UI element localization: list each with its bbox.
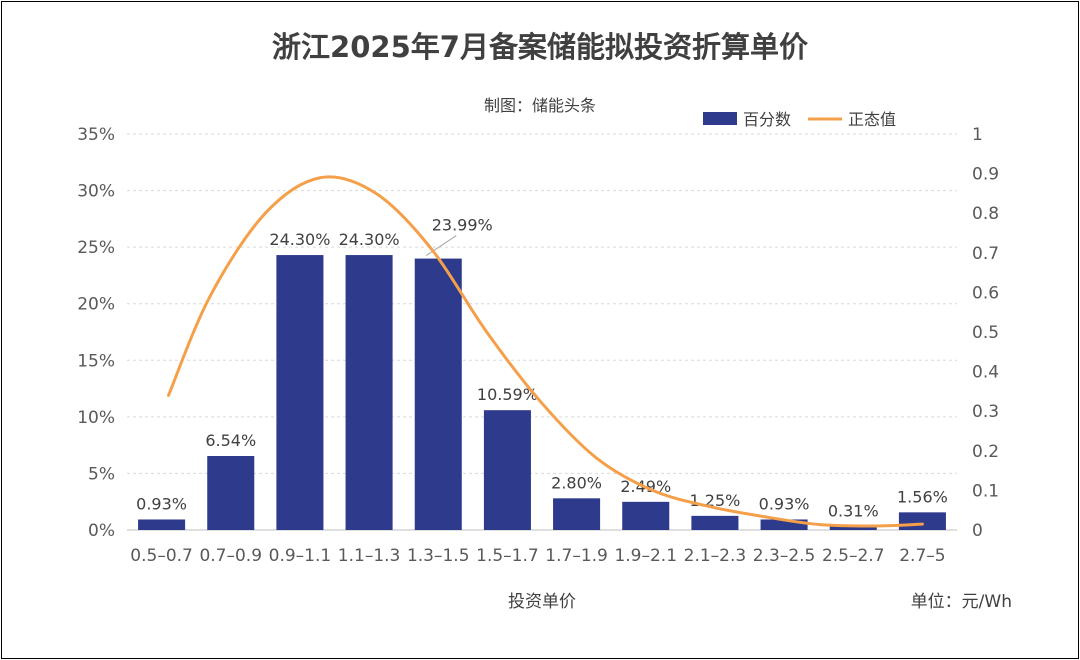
x-tick-label: 0.9–1.1	[269, 546, 332, 566]
bar	[483, 410, 531, 530]
x-tick-label: 0.5–0.7	[130, 546, 193, 566]
normal-curve-line	[167, 175, 924, 528]
x-tick-label: 2.7–5	[899, 546, 945, 566]
y-right-tick-label: 0.7	[972, 244, 999, 264]
y-right-tick-label: 0.2	[972, 442, 999, 462]
y-left-tick-label: 30%	[77, 182, 115, 202]
bar	[414, 258, 462, 530]
bar-data-label: 0.93%	[759, 494, 810, 513]
y-right-tick-label: 0.8	[972, 204, 999, 224]
y-right-tick-label: 0.4	[972, 363, 999, 383]
y-left-tick-label: 25%	[77, 238, 115, 258]
legend-label-line: 正态值	[848, 110, 896, 129]
x-tick-label: 1.5–1.7	[476, 546, 539, 566]
y-left-tick-label: 5%	[88, 464, 115, 484]
bar-data-label: 2.80%	[551, 473, 602, 492]
chart-title: 浙江2025年7月备案储能拟投资折算单价	[272, 30, 808, 64]
unit-label: 单位：元/Wh	[911, 592, 1012, 612]
bar-data-label: 6.54%	[205, 431, 256, 450]
bar-data-label: 0.93%	[136, 494, 187, 513]
bar	[760, 519, 808, 530]
y-left-tick-label: 35%	[77, 125, 115, 145]
bar-data-label: 10.59%	[477, 385, 538, 404]
y-right-tick-label: 0	[972, 521, 983, 541]
bar-data-label: 0.31%	[828, 501, 879, 520]
x-tick-label: 2.5–2.7	[822, 546, 885, 566]
bar	[276, 255, 324, 530]
bar	[553, 498, 601, 530]
x-tick-label: 0.7–0.9	[199, 546, 262, 566]
bar-data-label: 23.99%	[432, 216, 493, 235]
x-tick-label: 1.3–1.5	[407, 546, 470, 566]
bar	[138, 519, 186, 530]
x-tick-label: 2.3–2.5	[753, 546, 816, 566]
y-right-tick-label: 0.1	[972, 481, 999, 501]
y-right-tick-label: 0.3	[972, 402, 999, 422]
bar-data-label: 24.30%	[339, 230, 400, 249]
x-tick-label: 2.1–2.3	[684, 546, 747, 566]
x-axis-title: 投资单价	[508, 592, 576, 612]
legend-swatch-bars	[703, 112, 737, 125]
y-right-tick-label: 0.6	[972, 283, 999, 303]
bar	[345, 255, 393, 530]
y-left-tick-label: 15%	[77, 351, 115, 371]
bar-data-label: 1.56%	[897, 487, 948, 506]
bar	[691, 515, 739, 530]
bar	[829, 526, 877, 530]
bar	[622, 501, 670, 530]
y-left-tick-label: 20%	[77, 295, 115, 315]
bar	[207, 456, 255, 530]
y-left-tick-label: 0%	[88, 521, 115, 541]
y-right-tick-label: 0.9	[972, 165, 999, 185]
legend-label-bars: 百分数	[743, 110, 791, 129]
label-leader-line	[425, 235, 457, 256]
x-tick-label: 1.1–1.3	[338, 546, 401, 566]
y-right-tick-label: 0.5	[972, 323, 999, 343]
chart-subtitle: 制图：储能头条	[483, 96, 596, 115]
y-right-tick-label: 1	[972, 125, 983, 145]
bar	[898, 512, 946, 530]
x-tick-label: 1.7–1.9	[545, 546, 608, 566]
x-tick-label: 1.9–2.1	[614, 546, 677, 566]
y-left-tick-label: 10%	[77, 408, 115, 428]
bar-data-label: 24.30%	[269, 230, 330, 249]
